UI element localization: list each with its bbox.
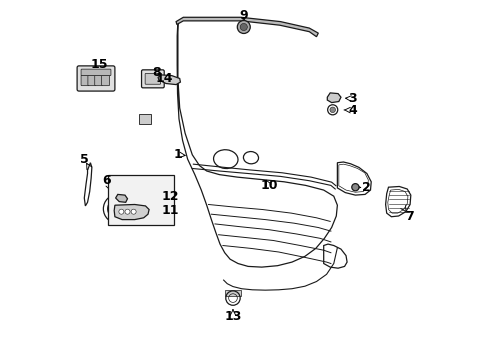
Text: 4: 4 — [347, 104, 356, 117]
Circle shape — [237, 21, 250, 33]
Text: 3: 3 — [347, 92, 356, 105]
Text: 1: 1 — [174, 148, 182, 161]
FancyBboxPatch shape — [77, 66, 115, 91]
Text: 15: 15 — [91, 58, 108, 71]
Circle shape — [125, 209, 130, 214]
Polygon shape — [326, 93, 340, 103]
FancyBboxPatch shape — [102, 75, 109, 86]
Text: 2: 2 — [361, 181, 370, 194]
Text: 10: 10 — [260, 179, 277, 192]
Polygon shape — [158, 75, 180, 85]
Text: 8: 8 — [152, 66, 160, 79]
FancyBboxPatch shape — [81, 69, 111, 76]
FancyBboxPatch shape — [139, 114, 151, 124]
Polygon shape — [224, 290, 241, 296]
Text: 12: 12 — [162, 190, 179, 203]
Text: 9: 9 — [239, 9, 247, 22]
Polygon shape — [115, 194, 127, 202]
Circle shape — [351, 184, 358, 191]
Text: 7: 7 — [404, 210, 413, 223]
Text: 11: 11 — [162, 204, 179, 217]
Text: 6: 6 — [102, 174, 111, 187]
Circle shape — [240, 23, 247, 31]
Bar — [107, 175, 174, 225]
Text: 5: 5 — [80, 153, 88, 166]
FancyBboxPatch shape — [88, 75, 96, 86]
Polygon shape — [176, 17, 318, 37]
Circle shape — [119, 209, 123, 214]
Circle shape — [329, 107, 335, 113]
FancyBboxPatch shape — [141, 70, 164, 88]
Polygon shape — [114, 204, 149, 220]
FancyBboxPatch shape — [145, 73, 160, 84]
Text: 13: 13 — [224, 310, 241, 323]
Circle shape — [131, 209, 136, 214]
FancyBboxPatch shape — [81, 75, 89, 86]
FancyBboxPatch shape — [95, 75, 102, 86]
Text: 14: 14 — [156, 72, 173, 85]
